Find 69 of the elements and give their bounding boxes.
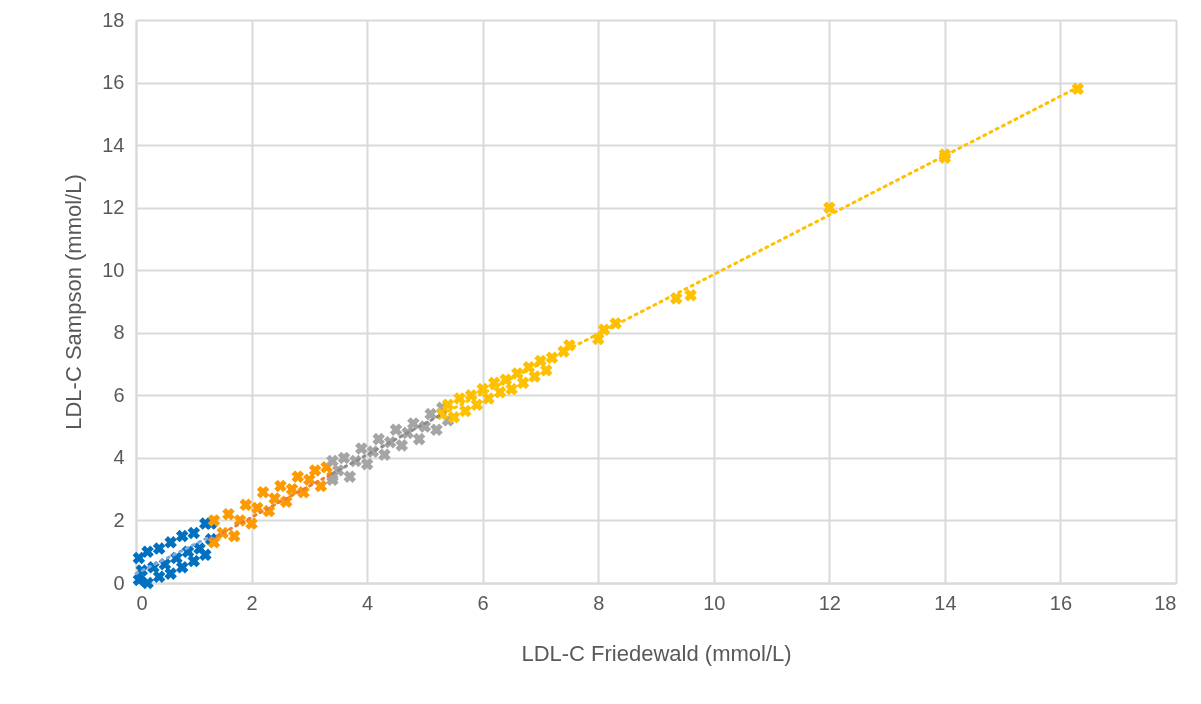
point <box>343 470 357 483</box>
point <box>505 382 518 396</box>
point <box>291 470 305 483</box>
x-tick-label: 4 <box>362 591 374 614</box>
point <box>395 439 409 452</box>
x-tick-label: 2 <box>246 591 258 614</box>
x-axis-title: LDL-C Friedewald (mmol/L) <box>521 640 792 666</box>
point <box>823 201 836 214</box>
x-tick-label: 14 <box>934 591 957 614</box>
point <box>389 423 403 436</box>
x-tick-label: 6 <box>477 591 489 614</box>
point <box>222 507 235 521</box>
point <box>372 432 385 446</box>
point <box>493 385 507 399</box>
y-tick-label: 14 <box>102 133 125 156</box>
point <box>424 407 437 421</box>
y-axis-title: LDL-C Sampson (mmol/L) <box>61 174 87 430</box>
point <box>441 398 455 411</box>
point <box>141 576 154 590</box>
point <box>453 392 466 405</box>
point <box>227 529 241 543</box>
point <box>378 448 391 462</box>
point <box>407 417 420 430</box>
y-tick-label: 12 <box>102 196 125 219</box>
point <box>199 548 212 562</box>
point <box>268 492 281 505</box>
y-tick-label: 10 <box>102 258 125 281</box>
point <box>412 432 426 446</box>
point <box>256 486 270 499</box>
point <box>175 561 189 574</box>
y-tick-label: 0 <box>113 571 125 594</box>
point <box>459 404 472 418</box>
point <box>164 536 177 549</box>
point <box>132 551 146 565</box>
y-tick-label: 8 <box>113 321 125 344</box>
x-tick-label: 16 <box>1049 591 1073 614</box>
point <box>355 442 368 455</box>
point <box>175 529 189 543</box>
x-tick-label: 8 <box>593 591 605 614</box>
point <box>516 376 530 390</box>
point <box>470 398 484 411</box>
point <box>326 454 339 468</box>
point <box>187 526 201 540</box>
point <box>430 423 443 436</box>
point <box>684 288 697 302</box>
point <box>152 542 166 555</box>
y-tick-label: 4 <box>113 446 125 469</box>
point <box>187 554 201 568</box>
x-tick-label: 10 <box>703 591 726 614</box>
point <box>152 570 166 584</box>
point <box>337 451 351 465</box>
point <box>285 482 299 496</box>
point <box>447 410 461 424</box>
x-tick-label: 12 <box>818 591 841 614</box>
y-tick-label: 16 <box>102 71 125 94</box>
point <box>141 545 154 558</box>
point <box>239 498 253 512</box>
y-tick-label: 18 <box>102 8 125 31</box>
point <box>528 370 541 383</box>
x-tick-label: 18 <box>1154 591 1177 614</box>
point <box>360 457 374 471</box>
point <box>164 567 177 580</box>
y-tick-label: 6 <box>113 383 125 406</box>
point <box>539 364 553 377</box>
point <box>308 464 322 477</box>
y-tick-label: 2 <box>113 508 125 531</box>
point <box>482 392 495 405</box>
point <box>274 479 287 493</box>
x-tick-label: 0 <box>136 591 148 614</box>
